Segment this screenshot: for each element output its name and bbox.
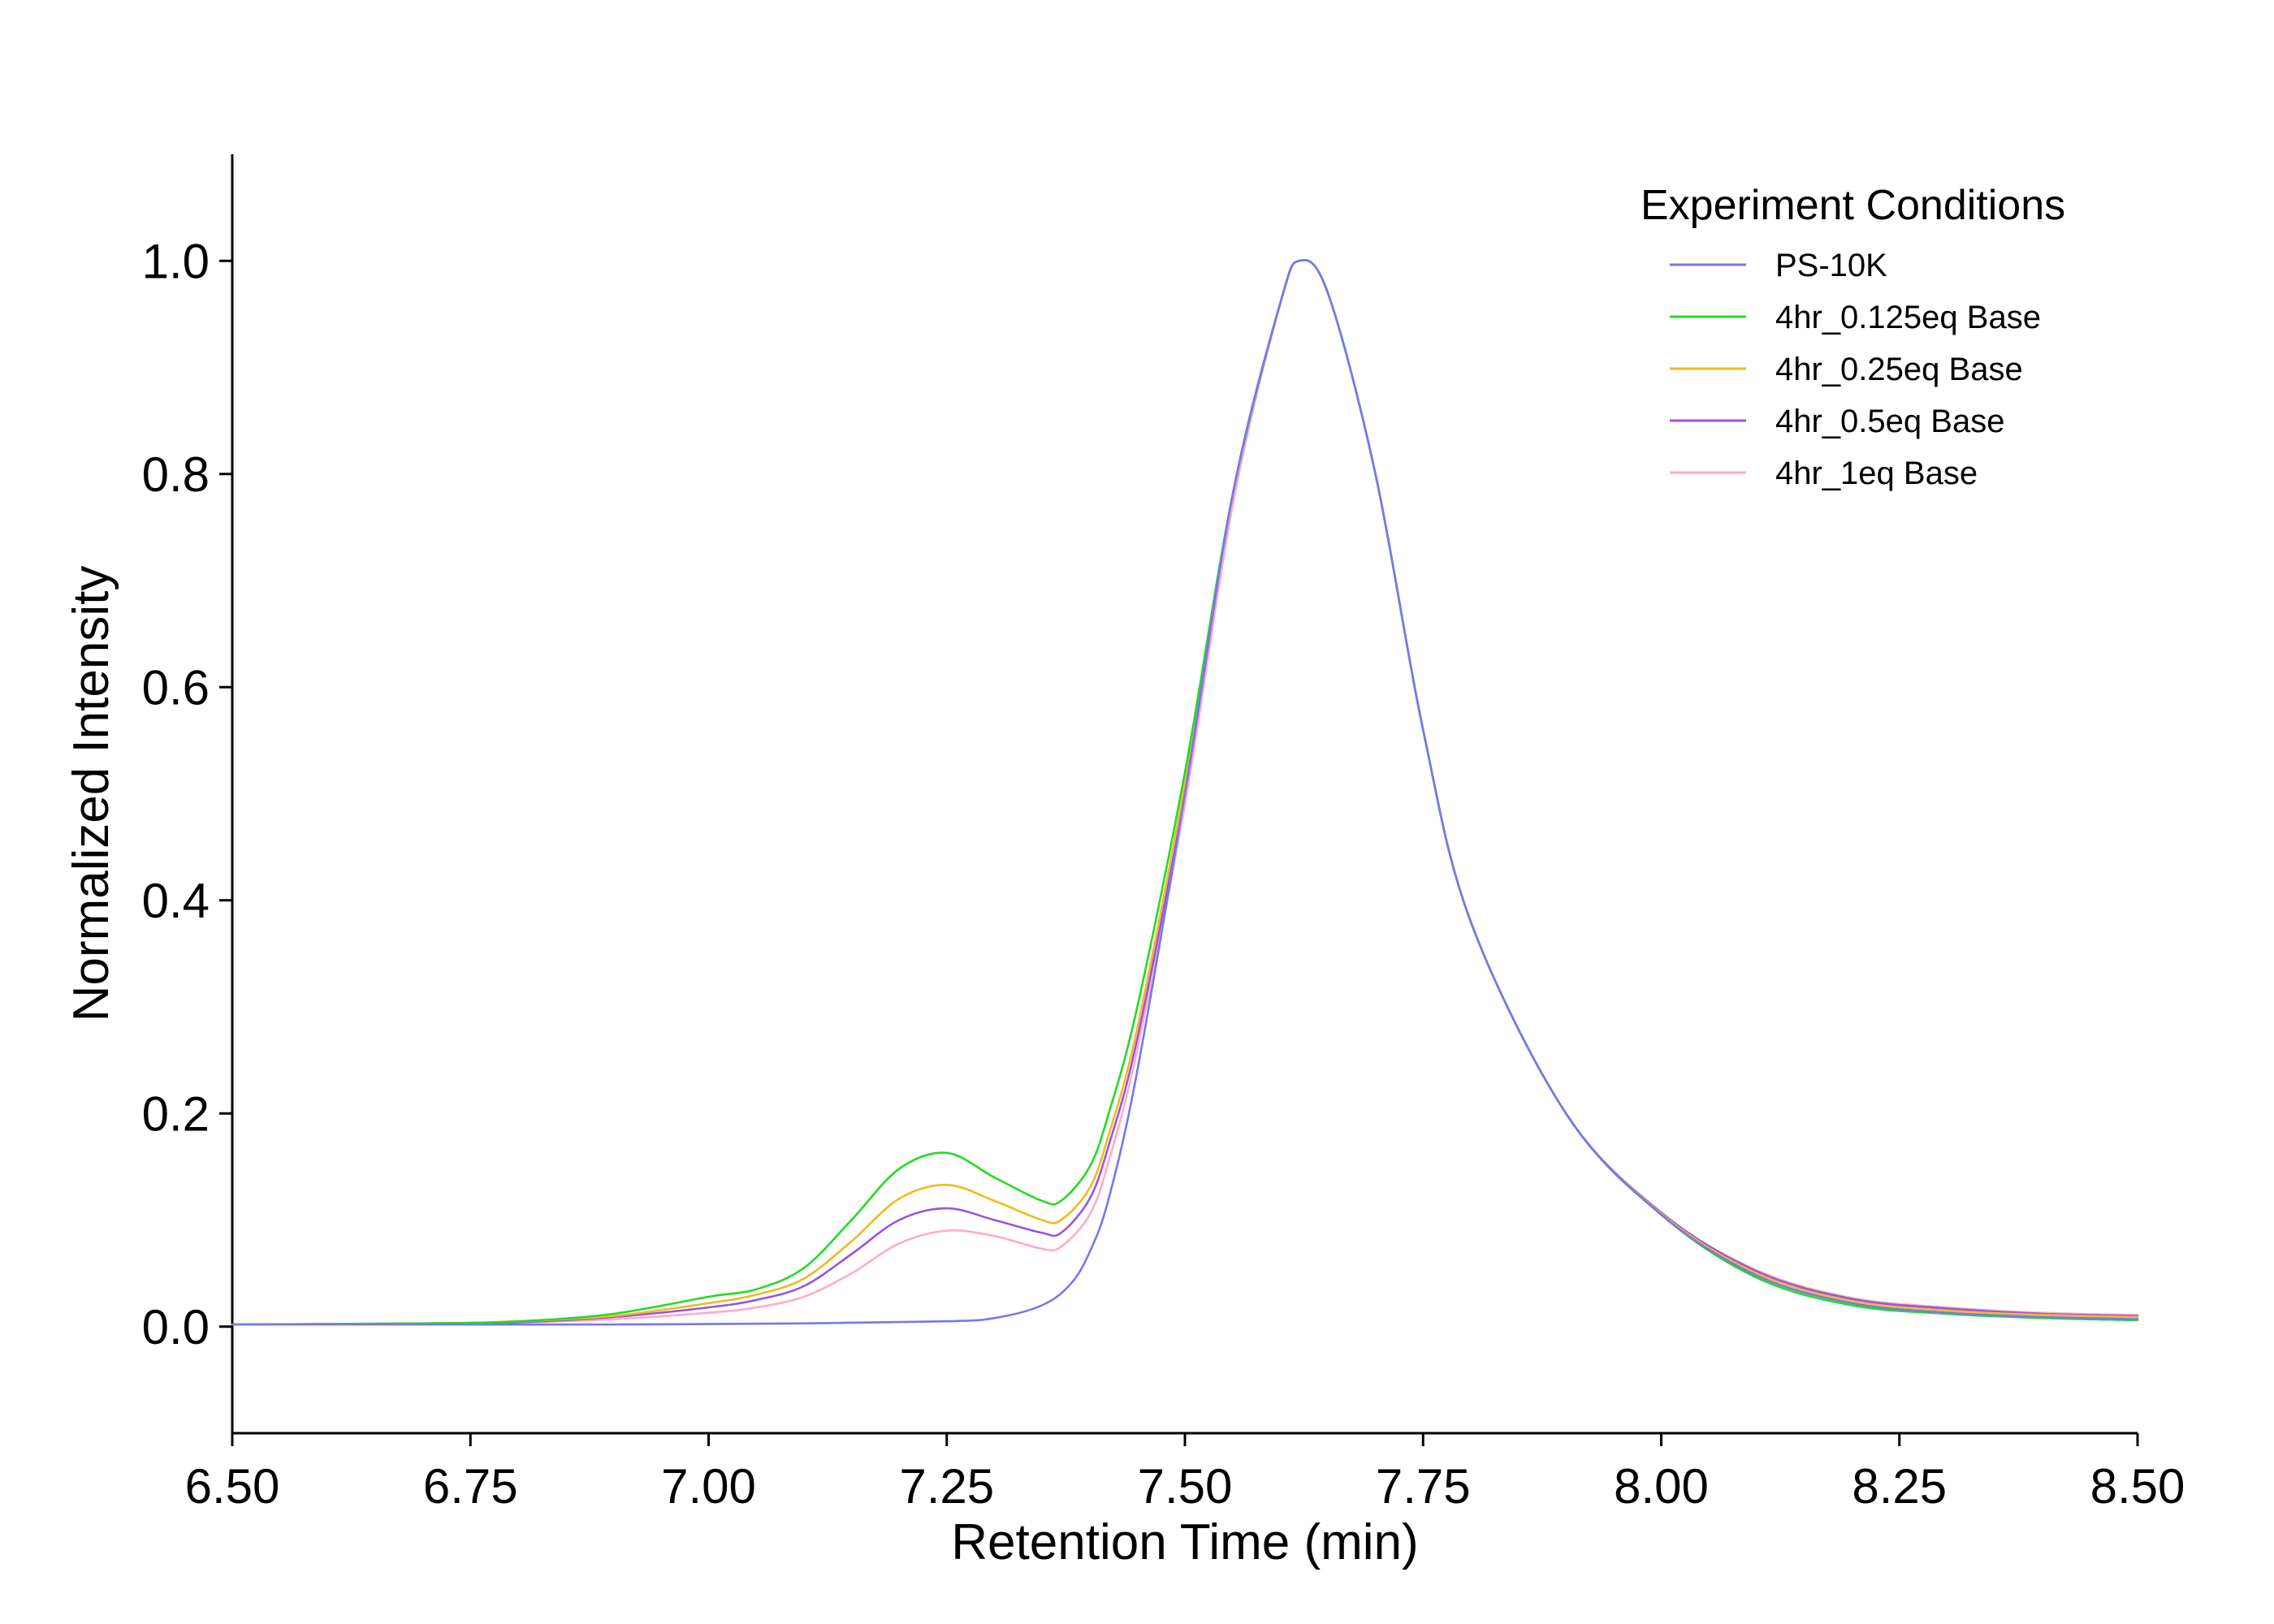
y-ticks: 0.0 0.2 0.4 0.6 0.8 1.0	[142, 234, 232, 1354]
legend-title: Experiment Conditions	[1641, 182, 2065, 229]
legend-label: 4hr_0.25eq Base	[1775, 352, 2023, 387]
y-tick-label: 1.0	[142, 234, 210, 288]
x-axis-title: Retention Time (min)	[951, 1514, 1418, 1570]
legend-items: PS-10K 4hr_0.125eq Base 4hr_0.25eq Base 4hr…	[1670, 248, 2041, 491]
y-axis-title: Normalized Intensity	[63, 566, 119, 1022]
x-tick-label: 7.00	[661, 1459, 756, 1514]
y-tick-label: 0.4	[142, 874, 210, 928]
y-tick-label: 0.8	[142, 447, 210, 502]
x-tick-label: 7.50	[1138, 1459, 1233, 1514]
series-line	[231, 258, 2139, 1326]
legend: Experiment Conditions PS-10K 4hr_0.125eq …	[1641, 182, 2065, 491]
legend-label: 4hr_0.125eq Base	[1775, 300, 2041, 335]
x-tick-label: 8.25	[1852, 1459, 1947, 1514]
y-tick-label: 0.6	[142, 660, 210, 715]
y-tick-label: 0.2	[142, 1086, 210, 1141]
legend-label: 4hr_0.5eq Base	[1775, 404, 2004, 439]
x-tick-label: 6.75	[423, 1459, 518, 1514]
x-tick-label: 7.75	[1376, 1459, 1471, 1514]
x-ticks: 6.50 6.75 7.00 7.25 7.50 7.75 8.00 8.25 8.50	[185, 1433, 2185, 1514]
x-tick-label: 8.00	[1614, 1459, 1709, 1514]
legend-label: PS-10K	[1775, 248, 1887, 283]
y-tick-label: 0.0	[142, 1300, 210, 1354]
legend-label: 4hr_1eq Base	[1775, 456, 1978, 491]
x-tick-label: 7.25	[899, 1459, 994, 1514]
series-lines	[231, 258, 2139, 1326]
x-tick-label: 8.50	[2090, 1459, 2185, 1514]
x-tick-label: 6.50	[185, 1459, 280, 1514]
